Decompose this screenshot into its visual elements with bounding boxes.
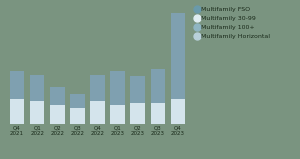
Bar — [70, 94, 85, 108]
Bar — [130, 103, 145, 124]
Legend: Multifamily FSO, Multifamily 30-99, Multifamily 100+, Multifamily Horizontal: Multifamily FSO, Multifamily 30-99, Mult… — [194, 6, 271, 41]
Bar — [50, 105, 64, 124]
Bar — [151, 103, 165, 124]
Bar — [50, 87, 64, 105]
Bar — [10, 71, 24, 99]
Bar — [30, 101, 44, 124]
Bar — [90, 75, 105, 101]
Bar — [171, 13, 185, 99]
Bar — [110, 71, 125, 105]
Bar — [70, 108, 85, 124]
Bar — [90, 101, 105, 124]
Bar — [30, 75, 44, 101]
Bar — [110, 105, 125, 124]
Bar — [151, 69, 165, 103]
Bar — [10, 99, 24, 124]
Bar — [130, 76, 145, 103]
Bar — [171, 99, 185, 124]
